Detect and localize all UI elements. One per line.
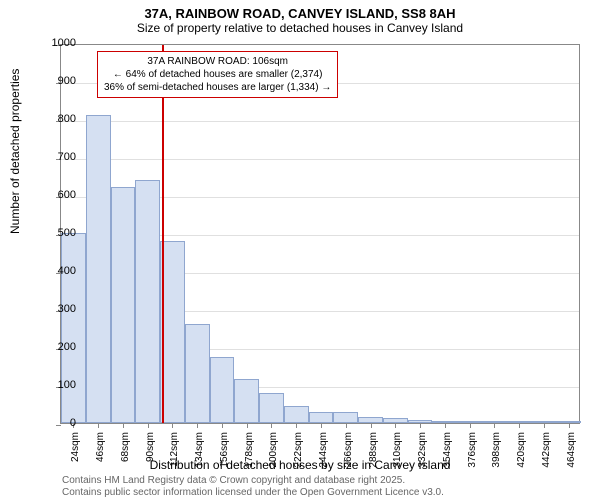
xtick-mark bbox=[222, 423, 223, 428]
xtick-mark bbox=[321, 423, 322, 428]
ytick-label: 200 bbox=[44, 341, 76, 353]
xtick-label: 112sqm bbox=[169, 432, 180, 478]
histogram-bar bbox=[284, 406, 309, 423]
xtick-label: 222sqm bbox=[293, 432, 304, 478]
xtick-label: 464sqm bbox=[566, 432, 577, 478]
xtick-mark bbox=[247, 423, 248, 428]
xtick-label: 442sqm bbox=[541, 432, 552, 478]
ytick-label: 300 bbox=[44, 303, 76, 315]
annotation-line: 36% of semi-detached houses are larger (… bbox=[104, 81, 331, 94]
xtick-mark bbox=[271, 423, 272, 428]
xtick-label: 266sqm bbox=[343, 432, 354, 478]
ytick-label: 800 bbox=[44, 113, 76, 125]
ytick-label: 0 bbox=[44, 417, 76, 429]
xtick-mark bbox=[148, 423, 149, 428]
xtick-mark bbox=[420, 423, 421, 428]
xtick-label: 156sqm bbox=[219, 432, 230, 478]
property-marker-line bbox=[162, 45, 164, 423]
annotation-box: 37A RAINBOW ROAD: 106sqm← 64% of detache… bbox=[97, 51, 338, 98]
histogram-bar bbox=[259, 393, 284, 423]
xtick-mark bbox=[346, 423, 347, 428]
annotation-line: ← 64% of detached houses are smaller (2,… bbox=[104, 68, 331, 81]
xtick-label: 178sqm bbox=[244, 432, 255, 478]
xtick-mark bbox=[519, 423, 520, 428]
xtick-label: 288sqm bbox=[368, 432, 379, 478]
xtick-mark bbox=[296, 423, 297, 428]
xtick-label: 46sqm bbox=[95, 432, 106, 478]
xtick-label: 332sqm bbox=[417, 432, 428, 478]
ytick-label: 600 bbox=[44, 189, 76, 201]
xtick-mark bbox=[470, 423, 471, 428]
histogram-bar bbox=[234, 379, 259, 423]
histogram-bar bbox=[111, 187, 136, 423]
histogram-bar bbox=[61, 233, 86, 423]
xtick-label: 310sqm bbox=[392, 432, 403, 478]
y-axis-label: Number of detached properties bbox=[8, 69, 22, 234]
ytick-label: 700 bbox=[44, 151, 76, 163]
xtick-mark bbox=[172, 423, 173, 428]
gridline bbox=[61, 159, 579, 160]
histogram-bar bbox=[135, 180, 160, 423]
xtick-label: 68sqm bbox=[120, 432, 131, 478]
chart-container: 37A, RAINBOW ROAD, CANVEY ISLAND, SS8 8A… bbox=[0, 0, 600, 500]
histogram-bar bbox=[210, 357, 235, 424]
xtick-mark bbox=[544, 423, 545, 428]
ytick-label: 900 bbox=[44, 75, 76, 87]
chart-plot-area: 37A RAINBOW ROAD: 106sqm← 64% of detache… bbox=[60, 44, 580, 424]
xtick-mark bbox=[494, 423, 495, 428]
xtick-mark bbox=[197, 423, 198, 428]
histogram-bar bbox=[309, 412, 334, 423]
title-main: 37A, RAINBOW ROAD, CANVEY ISLAND, SS8 8A… bbox=[0, 0, 600, 21]
footer-copyright-2: Contains public sector information licen… bbox=[62, 487, 444, 498]
annotation-line: 37A RAINBOW ROAD: 106sqm bbox=[104, 55, 331, 68]
histogram-bar bbox=[185, 324, 210, 423]
xtick-label: 244sqm bbox=[318, 432, 329, 478]
xtick-label: 376sqm bbox=[467, 432, 478, 478]
histogram-bar bbox=[86, 115, 111, 423]
xtick-mark bbox=[371, 423, 372, 428]
histogram-bar bbox=[333, 412, 358, 423]
xtick-mark bbox=[445, 423, 446, 428]
ytick-label: 100 bbox=[44, 379, 76, 391]
xtick-label: 200sqm bbox=[268, 432, 279, 478]
xtick-label: 398sqm bbox=[491, 432, 502, 478]
xtick-mark bbox=[123, 423, 124, 428]
xtick-label: 420sqm bbox=[516, 432, 527, 478]
xtick-mark bbox=[569, 423, 570, 428]
xtick-mark bbox=[98, 423, 99, 428]
xtick-label: 134sqm bbox=[194, 432, 205, 478]
xtick-label: 354sqm bbox=[442, 432, 453, 478]
xtick-mark bbox=[395, 423, 396, 428]
ytick-label: 1000 bbox=[44, 37, 76, 49]
gridline bbox=[61, 121, 579, 122]
xtick-label: 24sqm bbox=[70, 432, 81, 478]
ytick-label: 400 bbox=[44, 265, 76, 277]
xtick-label: 90sqm bbox=[145, 432, 156, 478]
title-sub: Size of property relative to detached ho… bbox=[0, 21, 600, 39]
ytick-label: 500 bbox=[44, 227, 76, 239]
